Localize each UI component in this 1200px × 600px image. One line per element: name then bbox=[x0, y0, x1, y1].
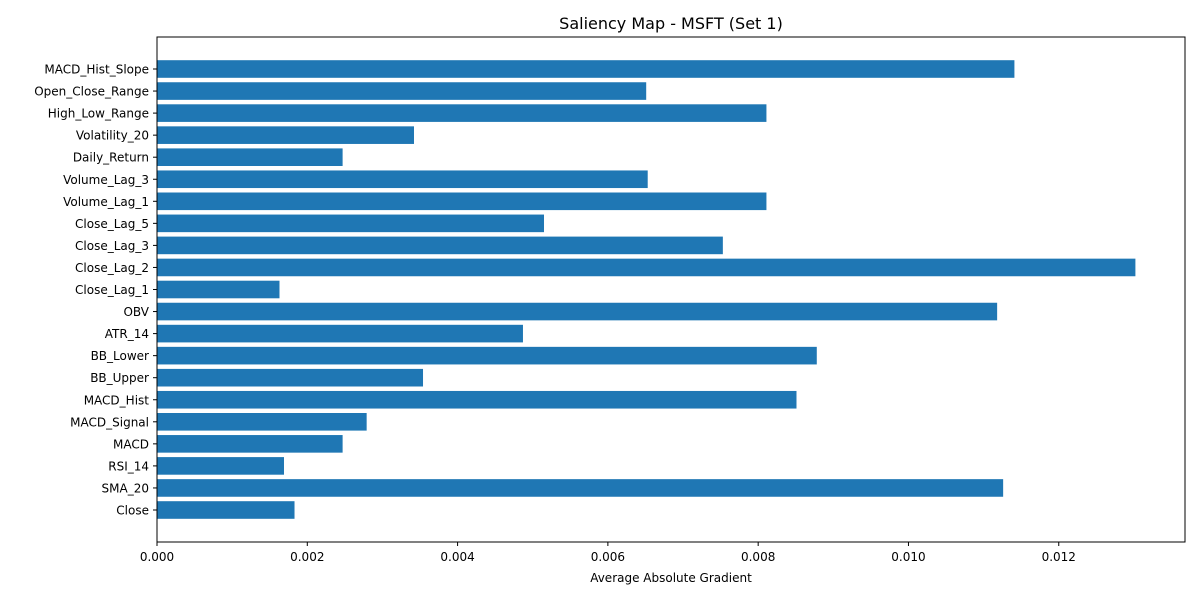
bar-bb-upper bbox=[157, 368, 424, 387]
bar-macd-hist bbox=[157, 390, 797, 409]
y-tick-label-bb-upper: BB_Upper bbox=[90, 371, 149, 385]
x-tick-label: 0.004 bbox=[440, 550, 474, 564]
bar-bb-lower bbox=[157, 346, 817, 365]
bar-close-lag-2 bbox=[157, 258, 1136, 277]
x-axis-label: Average Absolute Gradient bbox=[590, 571, 752, 585]
y-tick-label-rsi-14: RSI_14 bbox=[108, 459, 149, 473]
bar-volatility-20 bbox=[157, 126, 414, 144]
y-tick-label-volatility-20: Volatility_20 bbox=[76, 129, 149, 143]
y-tick-label-obv: OBV bbox=[123, 305, 149, 319]
x-tick-label: 0.010 bbox=[891, 550, 925, 564]
x-axis-ticks: 0.000 0.002 0.004 0.006 0.008 0.010 0.012 bbox=[140, 542, 1076, 564]
y-tick-label-open-close-range: Open_Close_Range bbox=[34, 85, 149, 99]
bar-close-lag-5 bbox=[157, 214, 545, 233]
bar-daily-return bbox=[157, 148, 343, 166]
y-tick-label-macd-hist-slope: MACD_Hist_Slope bbox=[44, 63, 149, 77]
bar-high-low-range bbox=[157, 104, 767, 122]
y-tick-label-atr-14: ATR_14 bbox=[105, 327, 149, 341]
x-tick-label: 0.000 bbox=[140, 550, 174, 564]
y-tick-label-close-lag-2: Close_Lag_2 bbox=[75, 261, 149, 275]
y-tick-label-daily-return: Daily_Return bbox=[73, 151, 149, 165]
bar-rsi-14 bbox=[157, 457, 284, 475]
y-tick-label-macd-signal: MACD_Signal bbox=[70, 415, 149, 429]
y-tick-label-macd: MACD bbox=[113, 437, 149, 451]
bars-group bbox=[157, 60, 1136, 519]
y-axis-ticks: Close SMA_20 RSI_14 MACD MACD_Signal MACD_His… bbox=[34, 63, 157, 518]
x-tick-label: 0.006 bbox=[591, 550, 625, 564]
x-tick-label: 0.012 bbox=[1042, 550, 1076, 564]
bar-close bbox=[157, 501, 295, 519]
x-tick-label: 0.008 bbox=[741, 550, 775, 564]
bar-volume-lag-1 bbox=[157, 192, 767, 211]
y-tick-label-bb-lower: BB_Lower bbox=[91, 349, 149, 363]
bar-macd-hist-slope bbox=[157, 60, 1015, 78]
bar-volume-lag-3 bbox=[157, 170, 648, 189]
x-tick-label: 0.002 bbox=[290, 550, 324, 564]
bar-open-close-range bbox=[157, 82, 647, 100]
y-tick-label-close-lag-3: Close_Lag_3 bbox=[75, 239, 149, 253]
y-tick-label-high-low-range: High_Low_Range bbox=[48, 107, 149, 121]
y-tick-label-volume-lag-1: Volume_Lag_1 bbox=[63, 195, 149, 209]
bar-macd-signal bbox=[157, 413, 367, 431]
bar-macd bbox=[157, 435, 343, 453]
bar-atr-14 bbox=[157, 324, 523, 343]
chart-title: Saliency Map - MSFT (Set 1) bbox=[559, 14, 783, 33]
y-tick-label-sma-20: SMA_20 bbox=[102, 481, 149, 495]
bar-obv bbox=[157, 302, 998, 321]
bar-close-lag-3 bbox=[157, 236, 723, 255]
plot-frame bbox=[156, 36, 1186, 543]
y-tick-label-close: Close bbox=[116, 504, 149, 518]
bar-sma-20 bbox=[157, 479, 1004, 497]
y-tick-label-volume-lag-3: Volume_Lag_3 bbox=[63, 173, 149, 187]
y-tick-label-macd-hist: MACD_Hist bbox=[84, 393, 150, 407]
y-tick-label-close-lag-5: Close_Lag_5 bbox=[75, 217, 149, 231]
y-tick-label-close-lag-1: Close_Lag_1 bbox=[75, 283, 149, 297]
bar-close-lag-1 bbox=[157, 280, 280, 299]
